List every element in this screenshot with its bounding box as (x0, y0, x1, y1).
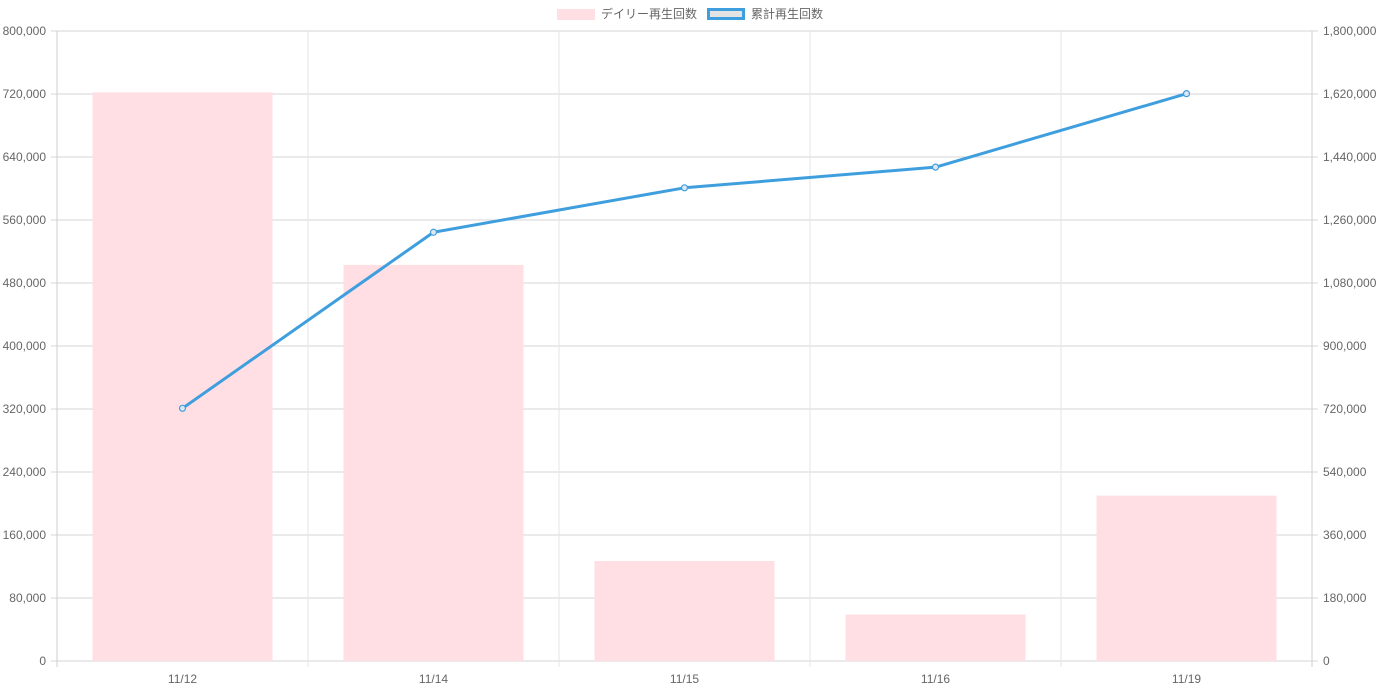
y-right-tick-label: 1,620,000 (1323, 87, 1377, 101)
line-layer (178, 90, 1191, 412)
y-left-tick-label: 0 (39, 654, 46, 668)
x-tick-label: 11/14 (419, 672, 448, 686)
y-right-tick-label: 900,000 (1323, 339, 1367, 353)
y-left-tick-label: 480,000 (3, 276, 47, 290)
bar-daily (343, 264, 524, 661)
y-left-tick-label: 640,000 (3, 150, 47, 164)
point-cumulative (931, 163, 940, 171)
bar-daily (1096, 495, 1277, 661)
y-right-tick-label: 540,000 (1323, 465, 1367, 479)
bar-daily (594, 560, 775, 661)
legend-item-daily[interactable]: デイリー再生回数 (556, 6, 697, 22)
y-right-tick-label: 1,260,000 (1323, 213, 1377, 227)
point-cumulative (1182, 90, 1191, 98)
legend-item-cumulative[interactable]: 累計再生回数 (707, 6, 823, 22)
y-left-tick-label: 240,000 (3, 465, 47, 479)
y-right-tick-label: 1,440,000 (1323, 150, 1377, 164)
y-left-tick-label: 560,000 (3, 213, 47, 227)
x-tick-label: 11/12 (168, 672, 197, 686)
legend-label-daily: デイリー再生回数 (600, 7, 697, 21)
x-tick-label: 11/16 (921, 672, 950, 686)
y-right-tick-label: 1,800,000 (1323, 24, 1377, 38)
y-left-tick-label: 320,000 (3, 402, 47, 416)
bar-daily (845, 614, 1026, 661)
x-tick-label: 11/19 (1172, 672, 1201, 686)
axis-layer: 0 0 80,000 180,000 160,000 360,000 240,000 540,… (3, 24, 1377, 686)
legend-swatch-cumulative (707, 8, 745, 20)
point-cumulative (680, 184, 689, 192)
y-right-tick-label: 720,000 (1323, 402, 1367, 416)
point-cumulative (429, 228, 438, 236)
y-left-tick-label: 720,000 (3, 87, 47, 101)
y-left-tick-label: 400,000 (3, 339, 47, 353)
legend-label-cumulative: 累計再生回数 (751, 7, 824, 21)
y-right-tick-label: 360,000 (1323, 528, 1367, 542)
legend-swatch-daily (556, 8, 595, 20)
line-cumulative (181, 92, 1187, 410)
y-right-tick-label: 180,000 (1323, 591, 1367, 605)
point-cumulative (178, 404, 187, 412)
bar-daily (92, 92, 273, 662)
y-left-tick-label: 160,000 (3, 528, 47, 542)
x-tick-label: 11/15 (670, 672, 699, 686)
y-right-tick-label: 0 (1323, 654, 1330, 668)
y-left-tick-label: 800,000 (3, 24, 47, 38)
legend: デイリー再生回数 累計再生回数 (0, 6, 1380, 22)
y-right-tick-label: 1,080,000 (1323, 276, 1377, 290)
bar-layer (92, 92, 1277, 662)
y-left-tick-label: 80,000 (9, 591, 46, 605)
